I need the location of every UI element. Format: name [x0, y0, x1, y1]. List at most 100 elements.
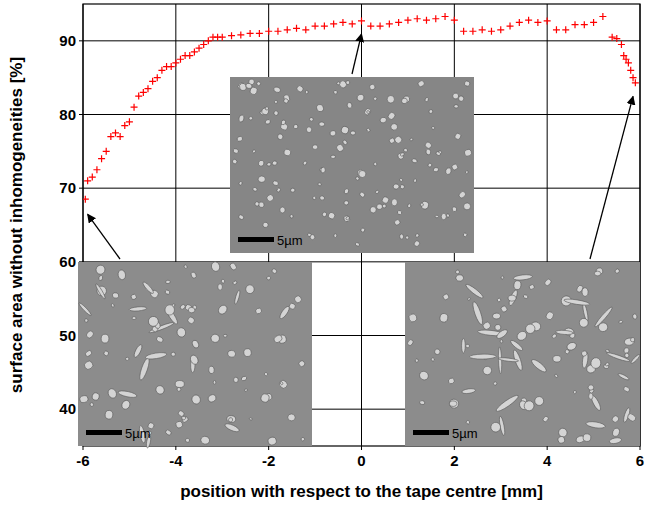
point	[228, 32, 235, 39]
inset-grain	[497, 298, 501, 302]
inset-grain	[376, 203, 383, 210]
inset-image: 5µm	[230, 77, 474, 253]
point	[172, 59, 179, 66]
scale-bar-label: 5µm	[277, 233, 303, 248]
inset-grain	[267, 436, 277, 446]
inset-grain	[187, 316, 196, 325]
inset-grain	[321, 211, 327, 217]
inset-grain	[165, 305, 174, 315]
inset-grain	[244, 388, 247, 392]
point	[149, 78, 156, 85]
inset-grain	[381, 196, 390, 205]
inset-grain	[258, 160, 265, 167]
inset-grain	[489, 420, 503, 434]
inset-grain	[107, 387, 118, 399]
inset-grain	[387, 95, 394, 103]
inset-grain	[232, 280, 237, 285]
inset-grain	[501, 276, 505, 280]
point	[469, 28, 476, 35]
inset-grain	[420, 203, 424, 207]
inset-grain	[309, 117, 314, 122]
inset-grain	[272, 180, 279, 186]
inset-grain	[424, 141, 433, 150]
point	[284, 26, 291, 33]
inset-grain	[274, 111, 279, 116]
inset-grain	[288, 302, 296, 310]
tick-label-x: -6	[76, 452, 89, 469]
inset-grain	[266, 276, 271, 281]
inset-grain	[191, 339, 200, 349]
inset-grain	[445, 167, 452, 175]
inset-grain	[232, 158, 238, 164]
inset-grain	[623, 347, 629, 354]
inset-grain	[305, 90, 308, 93]
inset-grain	[441, 213, 446, 219]
point	[83, 196, 89, 203]
inset-grain	[611, 415, 620, 424]
inset-grain	[300, 437, 305, 442]
inset-grain	[190, 271, 197, 279]
inset-grain	[564, 298, 591, 307]
inset-image: 5µm	[78, 261, 312, 448]
inset-grain	[207, 394, 217, 404]
inset-grain	[449, 400, 457, 406]
inset-grain	[238, 181, 242, 186]
inset-grain	[281, 119, 287, 125]
inset-grain	[403, 148, 408, 153]
inset-grain	[306, 127, 312, 133]
point	[140, 89, 147, 96]
point	[302, 26, 309, 33]
point	[404, 17, 411, 24]
inset-grain	[340, 126, 349, 135]
inset-grain	[413, 240, 421, 248]
inset-grain	[347, 102, 353, 109]
inset-grain	[625, 353, 630, 358]
inset-grain	[227, 350, 235, 358]
inset-grain	[391, 199, 397, 206]
inset-grain	[265, 119, 271, 125]
point	[632, 79, 639, 86]
point	[196, 45, 203, 52]
inset-grain	[533, 395, 545, 408]
point	[618, 41, 625, 48]
inset-grain	[343, 215, 351, 223]
inset-grain	[522, 399, 536, 413]
inset-grain	[388, 137, 395, 144]
point	[358, 17, 365, 24]
point	[131, 104, 138, 111]
inset-grain	[321, 167, 326, 173]
inset-grain	[465, 344, 470, 349]
inset-grain	[420, 201, 429, 210]
inset-grain	[298, 360, 306, 368]
inset-grain	[183, 264, 187, 269]
inset-grain	[427, 162, 432, 167]
inset-grain	[630, 354, 641, 365]
point	[562, 26, 569, 33]
inset-grain	[274, 100, 277, 103]
scale-bar-label: 5µm	[125, 426, 151, 441]
inset-grain	[130, 293, 137, 300]
inset-grain	[344, 188, 350, 195]
inset-grain	[271, 268, 277, 274]
inset-grain	[229, 262, 238, 271]
point	[516, 19, 523, 26]
inset-grain	[185, 438, 191, 443]
inset-grain	[310, 235, 315, 240]
inset-grain	[261, 107, 270, 116]
inset-grain	[176, 387, 181, 392]
inset-grain	[406, 339, 414, 347]
inset-grain	[249, 117, 253, 120]
inset-grain	[287, 414, 295, 421]
inset-grain	[379, 117, 387, 124]
arrow	[590, 96, 633, 259]
point	[200, 41, 207, 48]
inset-grain	[375, 190, 379, 195]
inset-grain	[364, 107, 372, 116]
inset-grain	[617, 372, 629, 380]
point	[581, 21, 588, 28]
inset-grain	[355, 176, 360, 181]
point	[349, 20, 356, 27]
inset-grain	[120, 399, 131, 411]
inset-grain	[624, 337, 635, 345]
inset-grain	[369, 84, 375, 90]
